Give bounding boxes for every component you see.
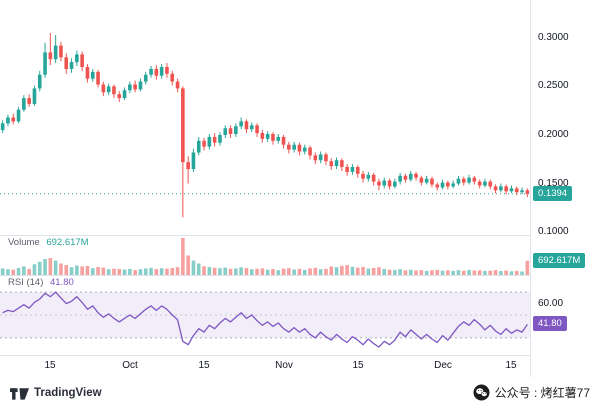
rsi-title: RSI (14) bbox=[8, 277, 44, 288]
chart-area: Volume 692.617M RSI (14) 41.80 15 Oct 15 No… bbox=[0, 0, 600, 377]
volume-current-value: 692.617M bbox=[46, 237, 89, 248]
time-axis-tick-label: 15 bbox=[44, 360, 56, 371]
pane-divider bbox=[0, 355, 530, 356]
time-axis-tick-label: Oct bbox=[122, 360, 138, 371]
volume-indicator-legend[interactable]: Volume 692.617M bbox=[8, 237, 89, 248]
footer: TradingView 公众号 : 烤红薯77 bbox=[0, 377, 600, 408]
volume-title: Volume bbox=[8, 237, 40, 248]
volume-pane[interactable] bbox=[0, 235, 530, 275]
pane-divider[interactable] bbox=[0, 275, 530, 276]
watermark-text: 公众号 : 烤红薯77 bbox=[494, 386, 590, 400]
price-axis-tick-label: 0.2000 bbox=[538, 129, 569, 140]
rsi-indicator-legend[interactable]: RSI (14) 41.80 bbox=[8, 277, 74, 288]
rsi-current-value: 41.80 bbox=[50, 277, 74, 288]
time-axis[interactable]: 15 Oct 15 Nov 15 Dec 15 bbox=[0, 355, 530, 377]
wechat-icon bbox=[473, 384, 490, 401]
rsi-badge: 41.80 bbox=[533, 316, 567, 331]
volume-badge: 692.617M bbox=[533, 253, 586, 268]
tradingview-label: TradingView bbox=[34, 386, 102, 399]
tradingview-brand-link[interactable]: TradingView bbox=[10, 386, 102, 400]
price-axis-tick-label: 0.2500 bbox=[538, 80, 569, 91]
chart-panes[interactable]: Volume 692.617M RSI (14) 41.80 15 Oct 15 No… bbox=[0, 0, 530, 377]
wechat-watermark: 公众号 : 烤红薯77 bbox=[473, 384, 590, 401]
time-axis-tick-label: 15 bbox=[352, 360, 364, 371]
last-price-badge: 0.1394 bbox=[533, 186, 573, 201]
rsi-pane[interactable] bbox=[0, 275, 530, 355]
tradingview-logo-icon bbox=[10, 387, 29, 400]
price-candlestick-pane[interactable] bbox=[0, 0, 530, 235]
price-axis-tick-label: 0.3000 bbox=[538, 32, 569, 43]
rsi-axis-tick-label: 60.00 bbox=[538, 298, 564, 309]
time-axis-tick-label: Nov bbox=[275, 360, 293, 371]
pane-divider[interactable] bbox=[0, 235, 530, 236]
price-axis-tick-label: 0.1000 bbox=[538, 226, 569, 237]
time-axis-tick-label: 15 bbox=[505, 360, 517, 371]
time-axis-tick-label: Dec bbox=[434, 360, 452, 371]
price-axis[interactable]: 0.1394 692.617M 41.80 0.3000 0.2500 0.2000… bbox=[530, 0, 600, 377]
time-axis-tick-label: 15 bbox=[198, 360, 210, 371]
price-axis-tick-label: 0.1500 bbox=[538, 178, 569, 189]
